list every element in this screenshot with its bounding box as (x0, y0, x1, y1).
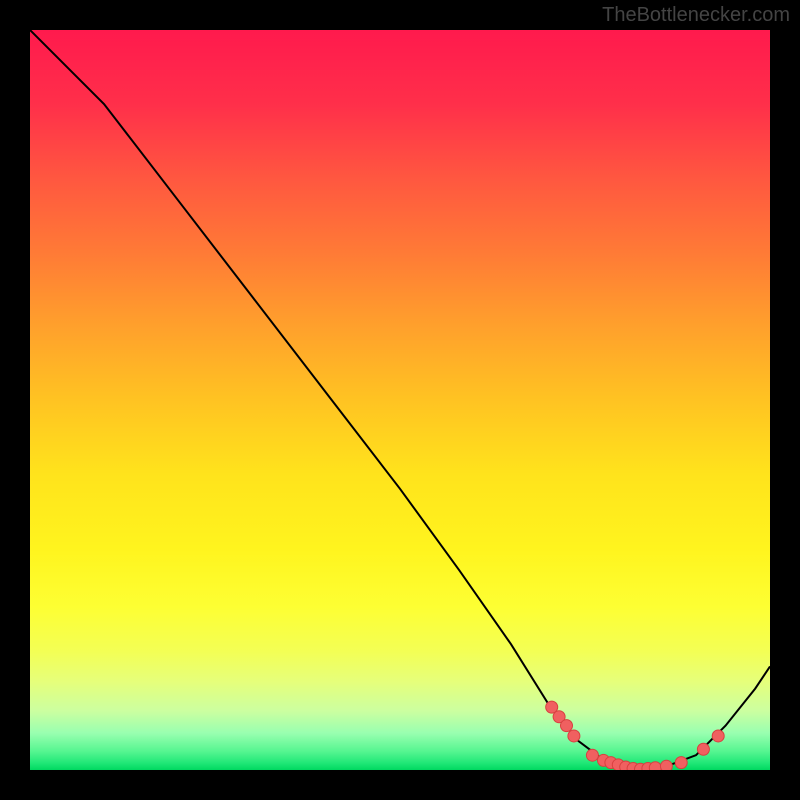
curve-markers (546, 701, 725, 770)
curve-marker (712, 730, 724, 742)
curve-marker (568, 730, 580, 742)
chart-curve-layer (30, 30, 770, 770)
curve-marker (675, 757, 687, 769)
chart-plot-area (30, 30, 770, 770)
bottleneck-curve (30, 30, 770, 770)
curve-marker (586, 749, 598, 761)
curve-marker (561, 720, 573, 732)
curve-marker (660, 760, 672, 770)
curve-marker (649, 762, 661, 770)
watermark-text: TheBottlenecker.com (602, 4, 790, 27)
curve-marker (697, 743, 709, 755)
